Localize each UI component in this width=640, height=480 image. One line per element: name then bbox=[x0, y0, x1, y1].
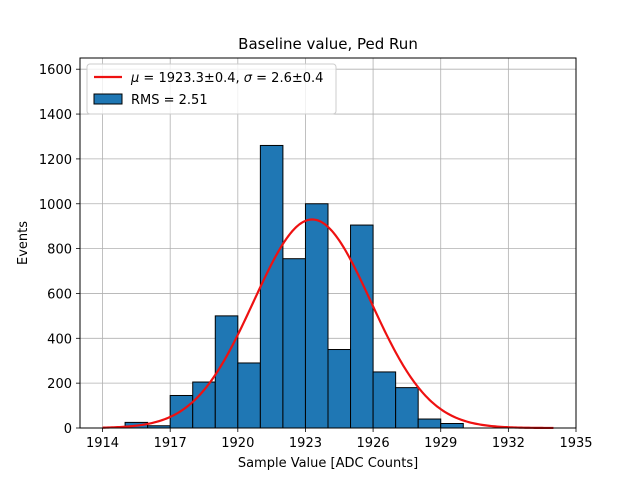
y-axis: 0 200 400 600 800 1000 1200 1400 1600 bbox=[39, 63, 80, 437]
histogram-bar bbox=[237, 362, 261, 429]
chart-title: Baseline value, Ped Run bbox=[238, 35, 418, 53]
y-tick-label: 1200 bbox=[39, 153, 72, 168]
x-tick-label: 1932 bbox=[492, 436, 525, 451]
y-tick-label: 400 bbox=[47, 332, 72, 347]
y-tick-label: 600 bbox=[47, 287, 72, 302]
legend-mu-value: = 1923.3±0.4, bbox=[139, 71, 243, 86]
histogram-bar bbox=[440, 423, 464, 429]
histogram-bar bbox=[259, 144, 284, 429]
histogram-bar bbox=[327, 349, 352, 429]
x-tick-label: 1929 bbox=[424, 436, 457, 451]
legend: μ = 1923.3±0.4, σ = 2.6±0.4 RMS = 2.51 bbox=[86, 63, 337, 115]
histogram-bar bbox=[395, 387, 419, 429]
fit-curve-group bbox=[102, 218, 554, 430]
histogram-bar bbox=[214, 315, 239, 429]
legend-fit-label: μ = 1923.3±0.4, σ = 2.6±0.4 bbox=[130, 71, 323, 86]
y-tick-label: 200 bbox=[47, 377, 72, 392]
histogram-bar bbox=[417, 418, 442, 429]
histogram-bar bbox=[350, 224, 374, 429]
y-tick-label: 1400 bbox=[39, 108, 72, 123]
legend-hist-swatch bbox=[93, 93, 123, 105]
x-tick-label: 1914 bbox=[86, 436, 119, 451]
legend-mu-symbol: μ bbox=[130, 71, 139, 86]
gaussian-fit-curve bbox=[102, 218, 554, 430]
legend-hist-label: RMS = 2.51 bbox=[131, 93, 208, 108]
y-tick-label: 1000 bbox=[39, 198, 72, 213]
y-tick-label: 0 bbox=[64, 422, 72, 437]
x-tick-label: 1917 bbox=[154, 436, 187, 451]
histogram-bar bbox=[304, 203, 329, 429]
x-tick-label: 1926 bbox=[357, 436, 390, 451]
legend-sigma-symbol: σ bbox=[244, 71, 253, 86]
x-axis-label: Sample Value [ADC Counts] bbox=[238, 456, 418, 471]
x-tick-label: 1920 bbox=[221, 436, 254, 451]
histogram-bar bbox=[282, 258, 306, 429]
x-tick-label: 1923 bbox=[289, 436, 322, 451]
y-axis-label: Events bbox=[16, 221, 31, 265]
legend-box bbox=[86, 63, 337, 115]
legend-sigma-value: = 2.6±0.4 bbox=[252, 71, 323, 86]
y-tick-label: 800 bbox=[47, 243, 72, 258]
histogram-bar bbox=[372, 371, 397, 429]
y-tick-label: 1600 bbox=[39, 63, 72, 78]
x-tick-label: 1935 bbox=[559, 436, 592, 451]
plot-frame bbox=[79, 57, 577, 429]
x-axis: 1914 1917 1920 1923 1926 1929 1932 1935 bbox=[86, 428, 593, 451]
